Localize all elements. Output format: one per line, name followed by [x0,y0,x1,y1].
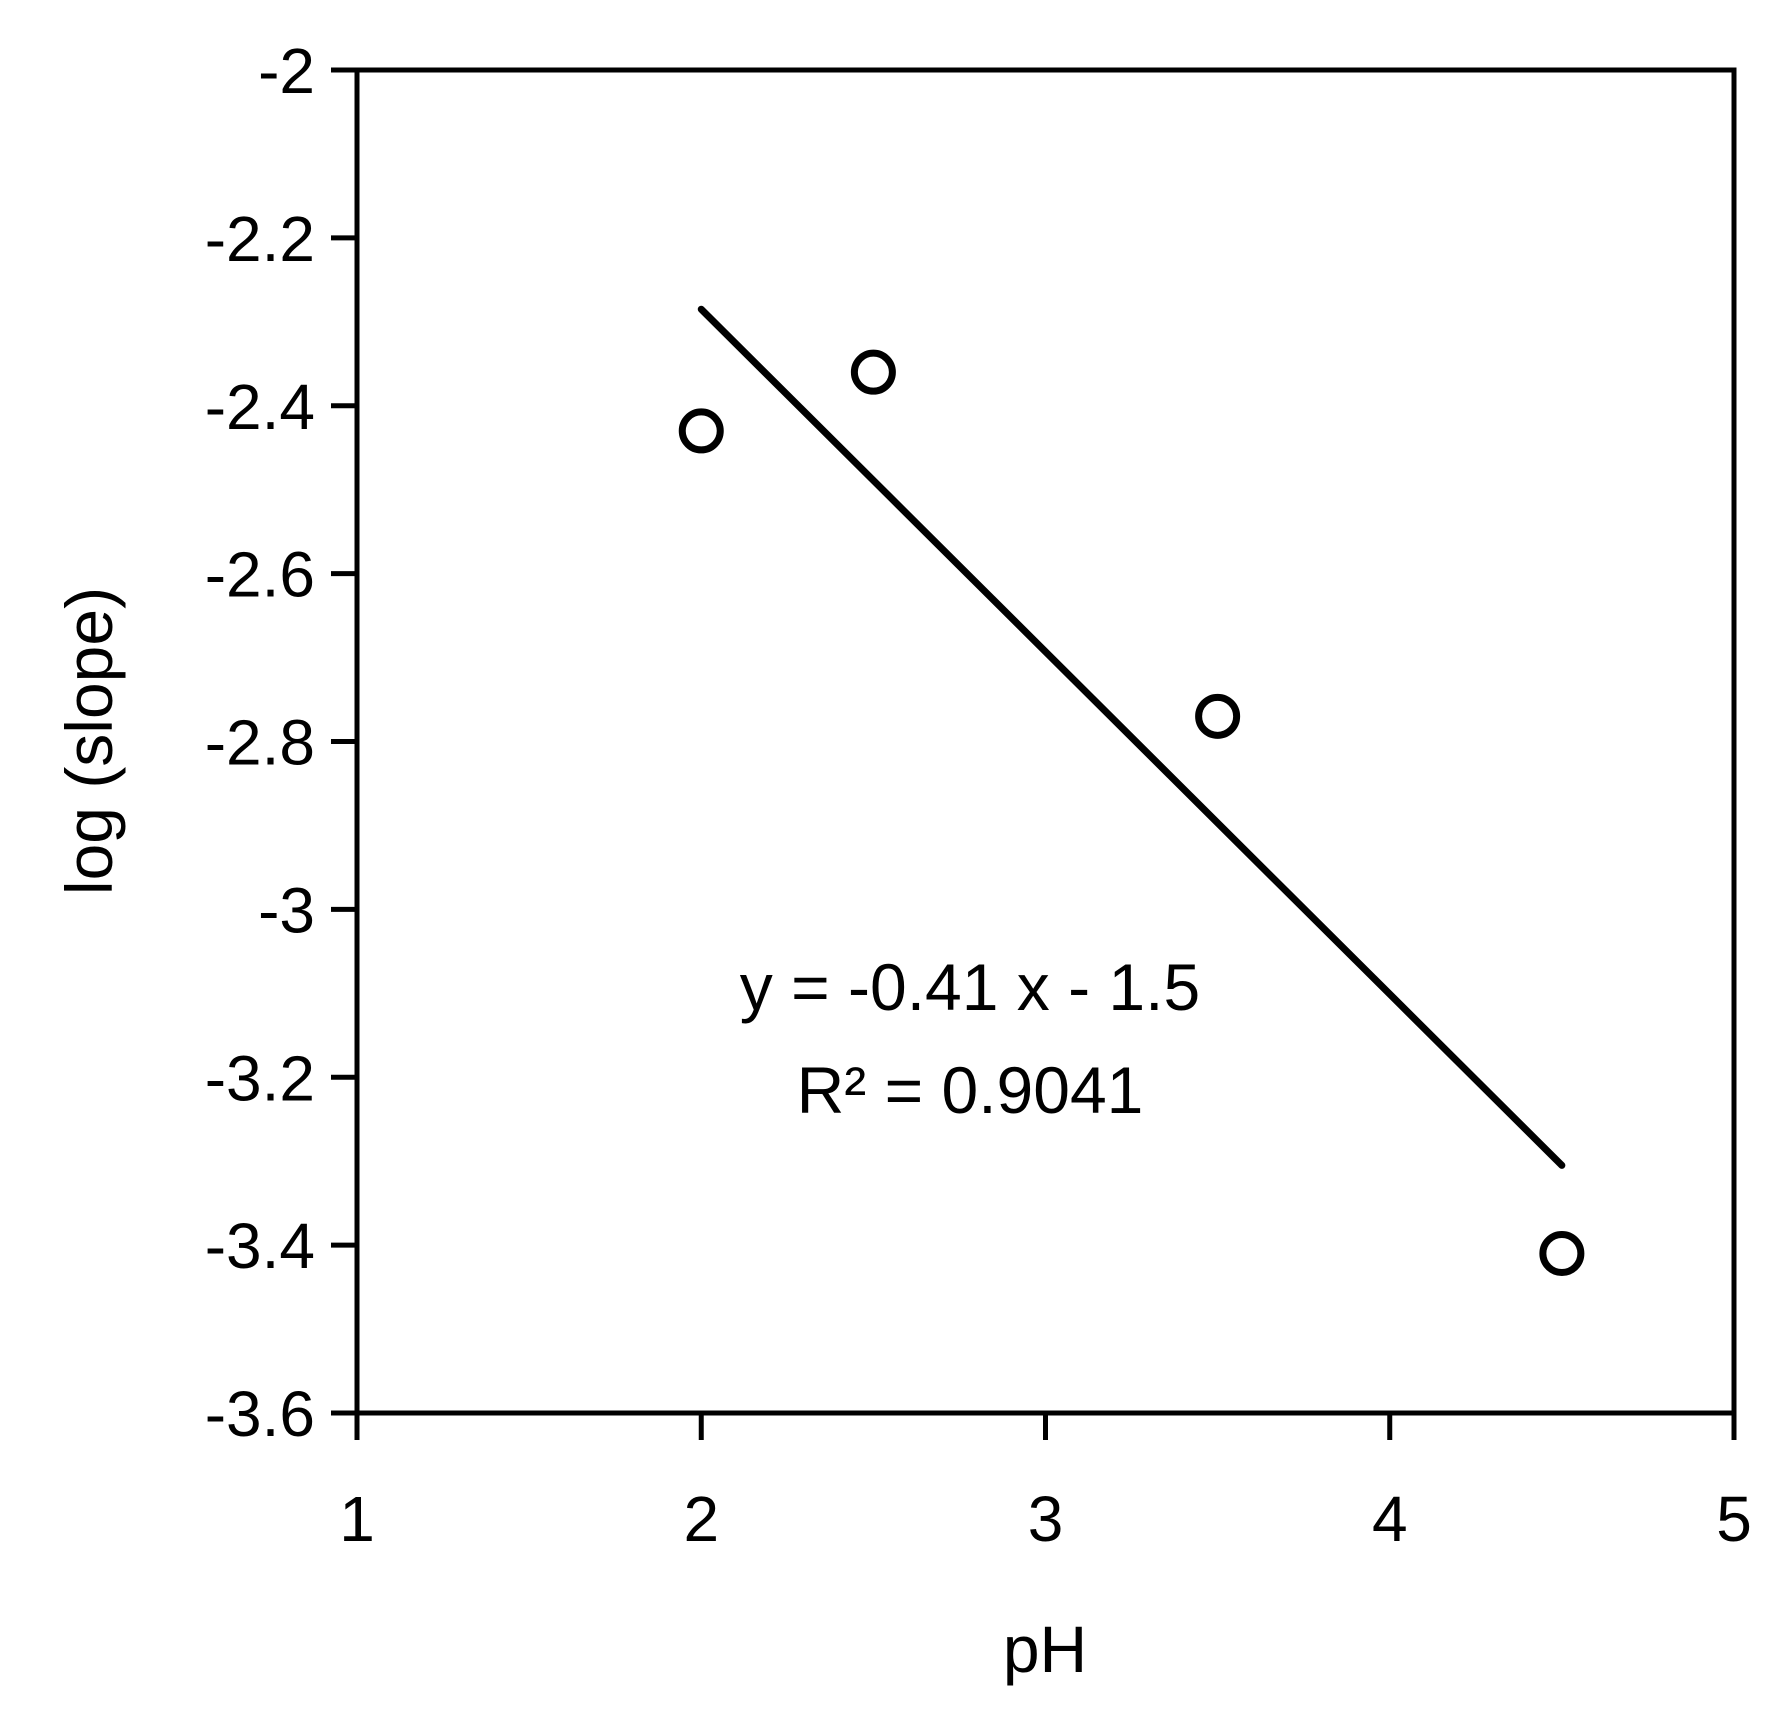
trendline [697,305,1566,1169]
y-tick-label: -3.6 [205,1378,315,1450]
equation-annotation: y = -0.41 x - 1.5 [740,950,1200,1024]
y-tick-label: -2.4 [205,371,315,443]
data-point [1195,693,1241,739]
data-point [678,408,724,454]
x-axis-label: pH [1003,1612,1087,1686]
y-axis-label: log (slope) [52,587,126,895]
y-tick-label: -2.2 [205,203,315,275]
x-tick-label: 2 [683,1483,719,1555]
data-point [1539,1231,1585,1277]
y-tick-label: -3.4 [205,1210,315,1282]
data-point [850,349,896,395]
y-axis-ticks: -2 -2.2 -2.4 -2.6 -2.8 -3 -3.2 -3.4 -3.6 [205,35,357,1450]
plot-area [354,67,1737,1416]
x-tick-label: 1 [339,1483,375,1555]
trendline-group [697,305,1566,1169]
y-tick-label: -3.2 [205,1042,315,1114]
y-tick-label: -3 [258,874,315,946]
x-axis-ticks: 1 2 3 4 5 [339,1413,1752,1555]
x-tick-label: 5 [1716,1483,1752,1555]
y-tick-label: -2.6 [205,539,315,611]
r-squared-annotation: R² = 0.9041 [797,1053,1144,1127]
data-points [678,349,1585,1277]
y-tick-label: -2.8 [205,707,315,779]
x-tick-label: 4 [1372,1483,1408,1555]
y-tick-label: -2 [258,35,315,107]
x-tick-label: 3 [1028,1483,1064,1555]
